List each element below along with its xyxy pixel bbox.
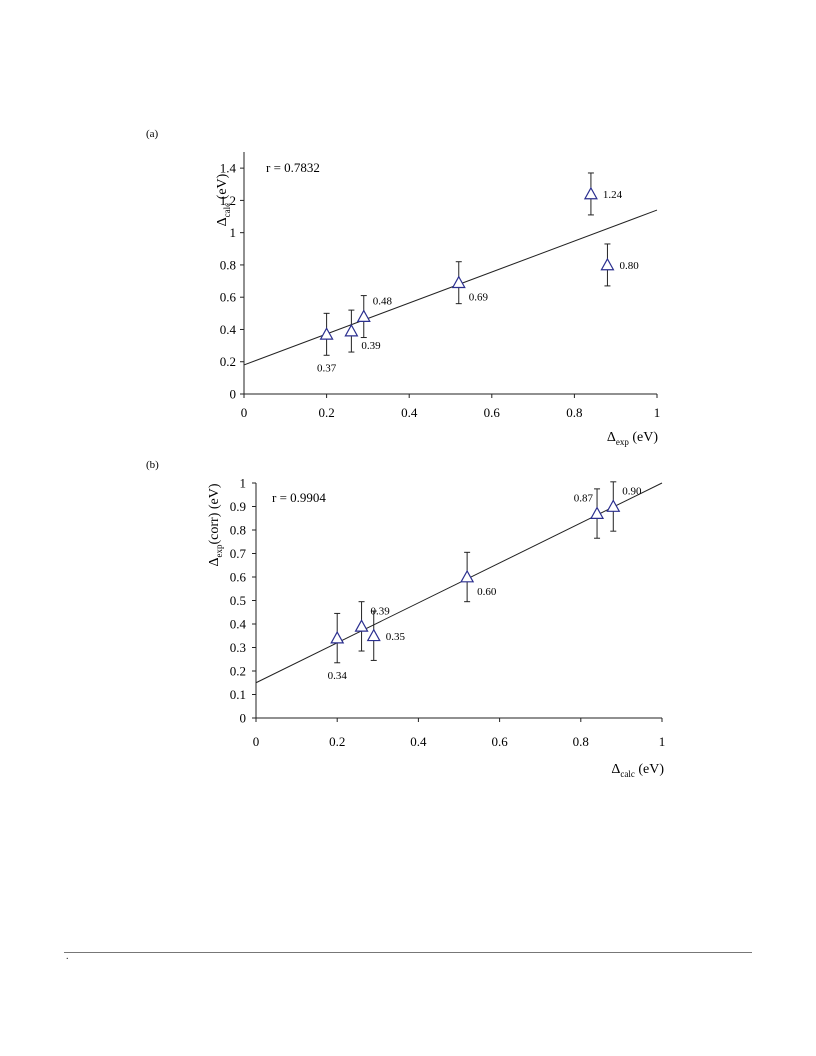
y-tick-label: 0.9 [230,499,246,514]
y-tick-label: 0.3 [230,640,246,655]
y-tick-label: 1 [240,476,247,491]
fit-line [243,209,658,366]
y-tick-label: 0 [240,711,247,726]
y-tick-label: 0.5 [230,593,246,608]
data-point-label: 0.39 [361,340,381,352]
x-tick-label: 0.6 [491,734,508,749]
x-tick-label: 0.8 [573,734,589,749]
footer-mark: . [66,951,69,962]
data-point-marker [590,506,605,519]
y-axis-title: Δexp(corr) (eV) [207,483,224,566]
y-tick-label: 0.6 [230,570,247,585]
x-axis-title: Δcalc (eV) [611,762,664,779]
data-point-label: 0.37 [317,362,337,374]
y-tick-label: 1 [230,225,237,240]
fit-line [255,482,663,684]
chart-panel-0: (a) 0 0.2 0.4 0.6 0.8 1 1.2 1.4 0 0.2 0.4 0.6 0.8 1 Δex… [146,128,660,447]
y-axis-title: Δcalc (eV) [215,173,232,226]
panel-label: (a) [146,128,159,140]
data-point-label: 0.39 [371,605,391,617]
data-point-label: 0.80 [619,260,639,272]
data-point-label: 0.48 [373,296,393,308]
y-tick-label: 0.4 [230,617,247,632]
data-point-marker [606,499,621,512]
x-tick-label: 0.6 [484,405,501,420]
x-tick-label: 0.2 [329,734,345,749]
data-point-label: 0.34 [328,670,348,682]
y-tick-label: 0 [230,387,237,402]
data-point-marker [354,619,369,632]
correlation-annotation: r = 0.7832 [266,160,320,175]
data-point-label: 0.60 [477,586,497,598]
y-tick-label: 0.8 [230,523,246,538]
x-tick-label: 0.8 [566,405,582,420]
data-point-marker [583,186,598,200]
y-tick-label: 0.8 [220,257,236,272]
data-point-marker [356,309,371,322]
x-tick-label: 0 [241,405,248,420]
data-point-label: 0.35 [386,631,406,643]
data-point-marker [600,257,615,271]
panel-label: (b) [146,459,159,471]
x-axis-title: Δexp (eV) [607,430,659,447]
x-tick-label: 0.4 [410,734,427,749]
x-tick-label: 1 [654,405,661,420]
y-tick-label: 0.6 [220,290,237,305]
data-point-label: 1.24 [603,189,623,201]
data-point-label: 0.69 [469,292,489,304]
x-tick-label: 0.2 [318,405,334,420]
y-tick-label: 0.7 [230,546,247,561]
data-point-marker [460,569,475,583]
y-tick-label: 1.4 [220,161,237,176]
data-point-marker [330,630,345,644]
data-point-marker [366,628,381,642]
data-point-label: 0.90 [622,486,642,498]
data-point-marker [344,323,359,337]
y-tick-label: 0.4 [220,322,237,337]
y-tick-label: 0.2 [230,664,246,679]
y-tick-label: 0.1 [230,687,246,702]
y-tick-label: 1.2 [220,193,236,208]
x-tick-label: 0 [253,734,260,749]
x-tick-label: 0.4 [401,405,418,420]
footer-rule [64,952,752,953]
y-tick-label: 0.2 [220,354,236,369]
data-point-label: 0.87 [574,493,594,505]
chart-panel-1: (b) 0 0.1 0.2 0.3 0.4 0.5 0.6 0.7 0.8 0.9 1 0 0.2 0.4 0… [146,459,665,779]
data-point-marker [319,327,334,340]
correlation-annotation: r = 0.9904 [272,490,326,505]
data-point-marker [451,275,466,289]
x-tick-label: 1 [659,734,666,749]
